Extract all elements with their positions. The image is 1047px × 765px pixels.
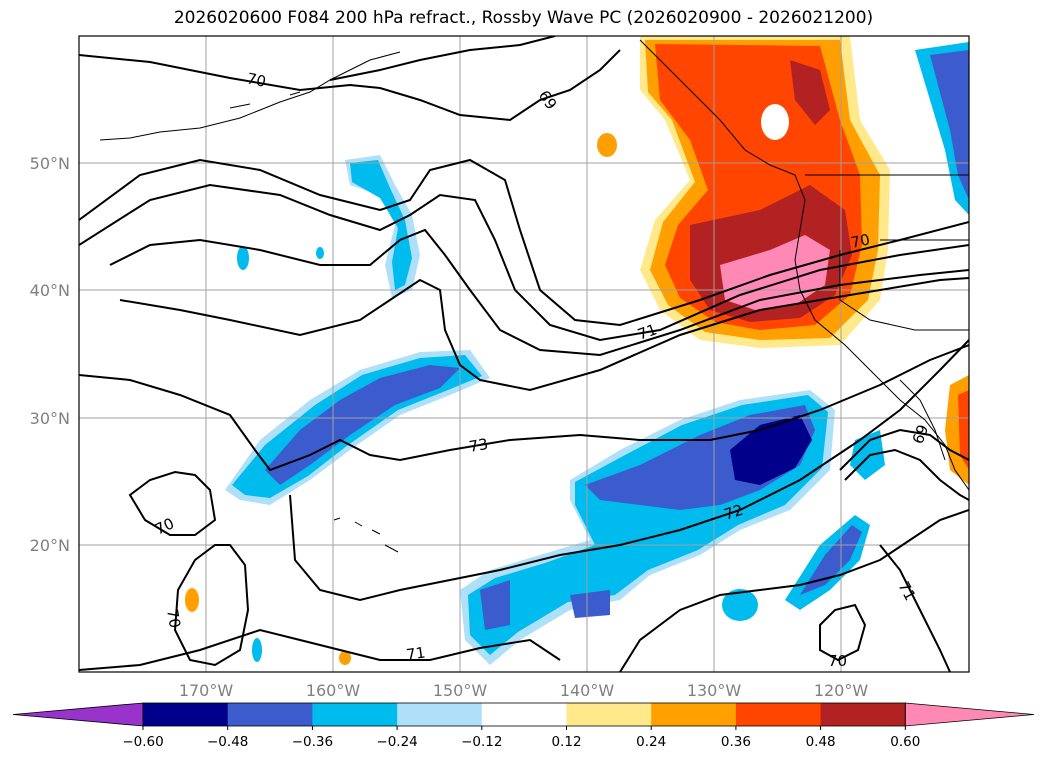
colorbar-swatch	[820, 703, 906, 726]
colorbar-label: 0.12	[551, 734, 581, 750]
colorbar-label: 0.24	[636, 734, 666, 750]
contour-label: 70	[849, 230, 871, 252]
colorbar-label: −0.60	[122, 734, 163, 750]
longitude-labels: 170°W 160°W 150°W 140°W 130°W 120°W	[179, 681, 869, 700]
colorbar-outline	[142, 702, 906, 727]
map-area: 70 69 70 71 73 72 70 70 71 71 70 69	[79, 36, 969, 672]
contour-label: 71	[635, 320, 659, 343]
colorbar-swatch	[481, 703, 567, 726]
lon-label: 120°W	[814, 681, 869, 700]
contour-label: 70	[245, 69, 267, 91]
lon-label: 170°W	[179, 681, 234, 700]
lat-label: 30°N	[30, 409, 70, 428]
lat-label: 20°N	[30, 536, 70, 555]
colorbar-label: −0.36	[292, 734, 333, 750]
lon-label: 130°W	[687, 681, 742, 700]
colorbar-swatch	[143, 703, 229, 726]
colorbar-extend-high	[904, 702, 1035, 727]
lon-label: 150°W	[433, 681, 488, 700]
lat-label: 40°N	[30, 281, 70, 300]
colorbar-swatch	[397, 703, 483, 726]
colorbar-label: 0.36	[721, 734, 751, 750]
contour-label: 70	[163, 608, 184, 630]
lat-label: 50°N	[30, 154, 70, 173]
contour-label: 70	[828, 652, 847, 670]
negative-anomaly-gulf-of-alaska	[237, 155, 420, 298]
colorbar-label: 0.60	[890, 734, 920, 750]
map-frame	[78, 35, 970, 673]
colorbar-label: −0.24	[376, 734, 417, 750]
colorbar-swatch	[312, 703, 398, 726]
colorbar-swatch	[651, 703, 737, 726]
colorbar-label: 0.48	[806, 734, 836, 750]
colorbar-swatch	[735, 703, 822, 726]
negative-anomaly-subtropical-east	[252, 390, 885, 665]
lon-label: 140°W	[560, 681, 615, 700]
colorbar-swatch	[227, 703, 313, 726]
refractivity-contours	[79, 36, 969, 672]
contour-label: 71	[405, 643, 426, 663]
negative-anomaly-subtropical-band	[225, 350, 490, 505]
coastlines	[99, 39, 969, 553]
colorbar-label: −0.48	[207, 734, 248, 750]
map-title: 2026020600 F084 200 hPa refract., Rossby…	[173, 8, 874, 28]
contour-label: 69	[909, 422, 932, 446]
colorbar: −0.60 −0.48 −0.36 −0.24 −0.12 0.12 0.24 0.36 0.4…	[12, 702, 1035, 750]
latitude-labels: 50°N 40°N 30°N 20°N	[30, 154, 70, 555]
contour-label: 72	[722, 501, 746, 524]
positive-anomaly-small-blobs	[185, 588, 351, 665]
colorbar-extend-low	[12, 702, 144, 727]
contour-label: 73	[468, 435, 490, 456]
colorbar-label: −0.12	[461, 734, 502, 750]
lon-label: 160°W	[306, 681, 361, 700]
colorbar-swatch	[566, 703, 652, 726]
